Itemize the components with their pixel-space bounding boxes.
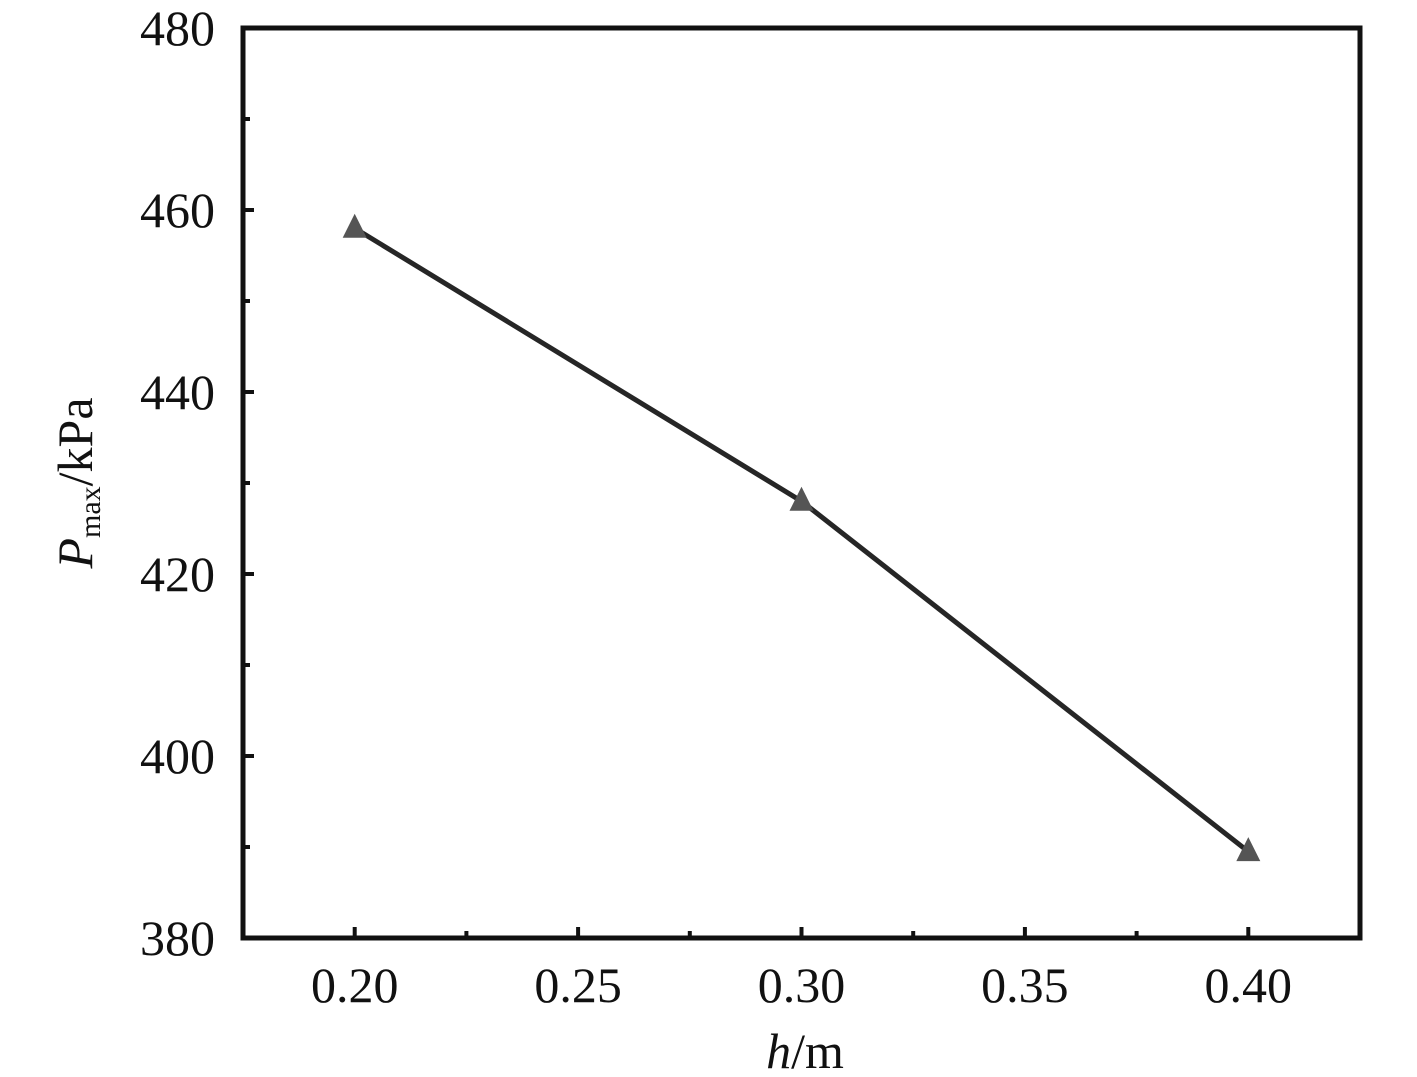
series-group [342,213,1261,862]
data-point-marker [789,486,814,511]
tick-labels: 0.20 0.25 0.30 0.35 0.40 380 400 420 440 460 480 [140,0,1292,1013]
y-axis-label-symbol: P [47,538,103,570]
y-axis-label-subscript: max [74,486,107,538]
x-tick-label: 0.30 [758,957,846,1013]
x-tick-label: 0.40 [1205,957,1293,1013]
data-point-marker [342,213,367,238]
series-line [353,226,1250,854]
y-axis-label: Pmax/kPa [47,397,107,569]
plot-area-frame [240,25,1363,941]
x-tick-label: 0.35 [981,957,1069,1013]
y-tick-label: 420 [140,546,215,602]
y-tick-label: 440 [140,364,215,420]
y-tick-label: 460 [140,182,215,238]
x-axis-label-unit: /m [791,1023,844,1077]
x-axis-label-symbol: h [766,1023,791,1077]
y-tick-label: 480 [140,0,215,56]
y-axis-label-unit: /kPa [47,397,103,486]
x-tick-label: 0.25 [534,957,622,1013]
x-axis-label: h/m [766,1023,844,1077]
y-tick-label: 400 [140,728,215,784]
data-point-marker [1236,837,1261,862]
axis-ticks [243,26,1251,940]
x-tick-label: 0.20 [311,957,399,1013]
y-tick-label: 380 [140,910,215,966]
